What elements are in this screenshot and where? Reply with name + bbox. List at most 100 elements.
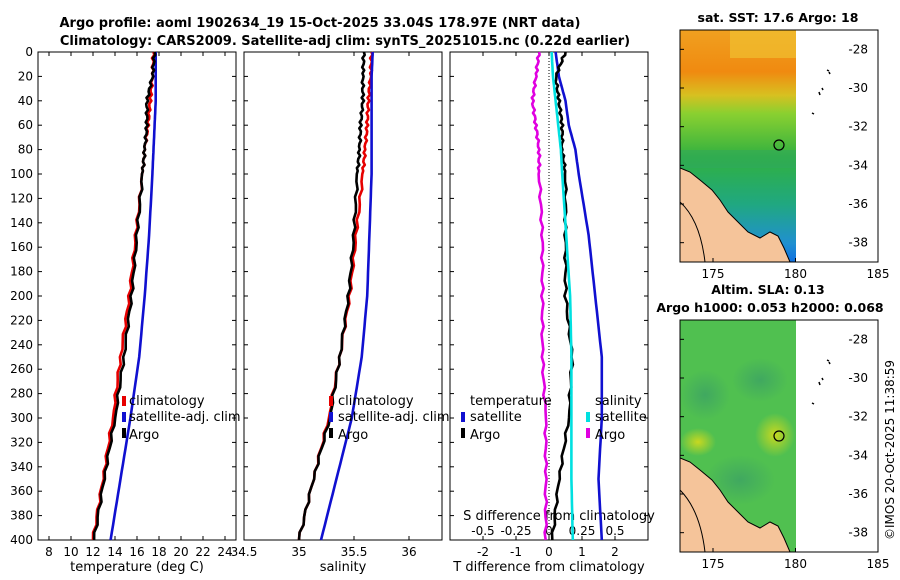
depth-tick-label: 100 — [10, 167, 33, 181]
figure-title-line1: Argo profile: aoml 1902634_19 15-Oct-202… — [60, 16, 581, 31]
depth-tick-label: 0 — [25, 45, 33, 59]
sst-warm-patch — [730, 30, 796, 58]
x-tick-label: 16 — [129, 545, 144, 559]
map-y-tick-label: -28 — [848, 332, 868, 346]
depth-tick-label: 80 — [18, 143, 33, 157]
map-y-tick-label: -38 — [848, 236, 868, 250]
legend-label-climatology: climatology — [129, 394, 205, 409]
difference-legend: temperature satellite Argo salinity sate… — [461, 394, 647, 443]
depth-tick-label: 400 — [10, 533, 33, 547]
temperature-legend: climatology satellite-adj. clim Argo — [122, 394, 241, 443]
x-tick-label: 10 — [63, 545, 78, 559]
x-tick-label: 1 — [578, 545, 586, 559]
sla-map-title-line1: Altim. SLA: 0.13 — [711, 282, 824, 297]
x-tick-label: 24 — [217, 545, 232, 559]
sla-land-north-island — [680, 457, 791, 552]
temperature-series-argo — [92, 51, 157, 541]
difference-series-temperature-satellite — [554, 51, 604, 541]
x-tick-label: 20 — [173, 545, 188, 559]
difference-series-salinity-argo-temperature-diff- — [530, 51, 549, 541]
sla-blob — [732, 358, 788, 402]
map-y-tick-label: -30 — [848, 81, 868, 95]
legend-header-salinity: salinity — [595, 394, 642, 409]
map-x-tick-label: 180 — [784, 557, 807, 571]
map-x-tick-label: 175 — [702, 557, 725, 571]
depth-tick-label: 220 — [10, 313, 33, 327]
map-x-tick-label: 175 — [702, 267, 725, 281]
legend-label-satellite-adj: satellite-adj. clim — [129, 410, 241, 425]
x-tick-label: 0 — [545, 545, 553, 559]
depth-tick-label: 240 — [10, 338, 33, 352]
x-tick-label: 2 — [611, 545, 619, 559]
x-tick-label: 35 — [291, 545, 306, 559]
figure-title-line2: Climatology: CARS2009. Satellite-adj cli… — [60, 34, 630, 49]
salinity-plot-frame — [243, 51, 443, 541]
x-tick-label: 36 — [401, 545, 416, 559]
x-tick-label: 22 — [195, 545, 210, 559]
depth-tick-label: 280 — [10, 387, 33, 401]
map-y-tick-label: -34 — [848, 448, 868, 462]
legend-label-argo: Argo — [338, 428, 368, 443]
sst-map-title: sat. SST: 17.6 Argo: 18 — [698, 10, 859, 25]
difference-series-salinity-satellite — [550, 51, 575, 541]
legend-label-argo: Argo — [129, 428, 159, 443]
salinity-series-argo — [297, 51, 366, 541]
temperature-plot-frame — [37, 51, 237, 541]
depth-tick-label: 380 — [10, 509, 33, 523]
map-x-tick-label: 185 — [867, 557, 890, 571]
copyright-stamp: ©IMOS 20-Oct-2025 11:38:59 — [883, 360, 897, 540]
map-y-tick-label: -32 — [848, 120, 868, 134]
depth-tick-label: 260 — [10, 362, 33, 376]
map-y-tick-label: -38 — [848, 526, 868, 540]
difference-x-axis-label: T difference from climatology — [452, 560, 645, 575]
salinity-legend: climatology satellite-adj. clim Argo — [329, 394, 450, 443]
secondary-x-axis-label: S difference from climatology — [463, 509, 655, 524]
legend-label-satellite-adj: satellite-adj. clim — [338, 410, 450, 425]
sst-land-north-island — [680, 167, 791, 262]
sst-contour — [680, 201, 706, 262]
sst-argo-marker — [773, 139, 785, 151]
map-y-tick-label: -32 — [848, 410, 868, 424]
x-tick-label: -2 — [477, 545, 489, 559]
sst-map-frame — [679, 29, 879, 263]
sla-argo-marker — [773, 430, 785, 442]
sla-blob — [680, 370, 730, 420]
sla-blob — [680, 428, 716, 456]
temperature-x-axis-label: temperature (deg C) — [70, 560, 204, 575]
sla-blob — [755, 413, 795, 457]
sla-map: Altim. SLA: 0.13 Argo h1000: 0.053 h2000… — [656, 282, 884, 553]
depth-tick-label: 180 — [10, 265, 33, 279]
x-tick-label: 8 — [45, 545, 53, 559]
map-y-tick-label: -36 — [848, 487, 868, 501]
depth-tick-label: 140 — [10, 216, 33, 230]
depth-tick-label: 160 — [10, 240, 33, 254]
depth-tick-label: 320 — [10, 435, 33, 449]
map-x-tick-label: 180 — [784, 267, 807, 281]
sst-map: sat. SST: 17.6 Argo: 18 — [679, 10, 879, 263]
legend-label-t-satellite: satellite — [470, 410, 522, 425]
legend-label-climatology: climatology — [338, 394, 414, 409]
salinity-x-axis-label: salinity — [320, 560, 367, 575]
legend-label-s-argo: Argo — [595, 428, 625, 443]
depth-tick-label: 200 — [10, 289, 33, 303]
legend-label-s-satellite: satellite — [595, 410, 647, 425]
x-tick-label: -1 — [510, 545, 522, 559]
x-tick-label: 12 — [85, 545, 100, 559]
sla-blob — [705, 455, 775, 505]
map-y-tick-label: -30 — [848, 371, 868, 385]
secondary-x-tick-label: 0.5 — [605, 524, 624, 538]
legend-header-temperature: temperature — [470, 394, 552, 409]
map-y-tick-label: -36 — [848, 197, 868, 211]
sla-map-title-line2: Argo h1000: 0.053 h2000: 0.068 — [656, 300, 883, 315]
secondary-x-tick-label: 0 — [545, 524, 553, 538]
depth-tick-label: 60 — [18, 118, 33, 132]
x-tick-label: 35.5 — [341, 545, 368, 559]
x-tick-label: 34.5 — [231, 545, 258, 559]
sla-map-frame — [679, 319, 879, 553]
map-y-tick-label: -34 — [848, 158, 868, 172]
sst-islands — [811, 69, 831, 115]
secondary-x-tick-label: 0.25 — [569, 524, 596, 538]
map-x-tick-label: 185 — [867, 267, 890, 281]
depth-tick-label: 120 — [10, 191, 33, 205]
